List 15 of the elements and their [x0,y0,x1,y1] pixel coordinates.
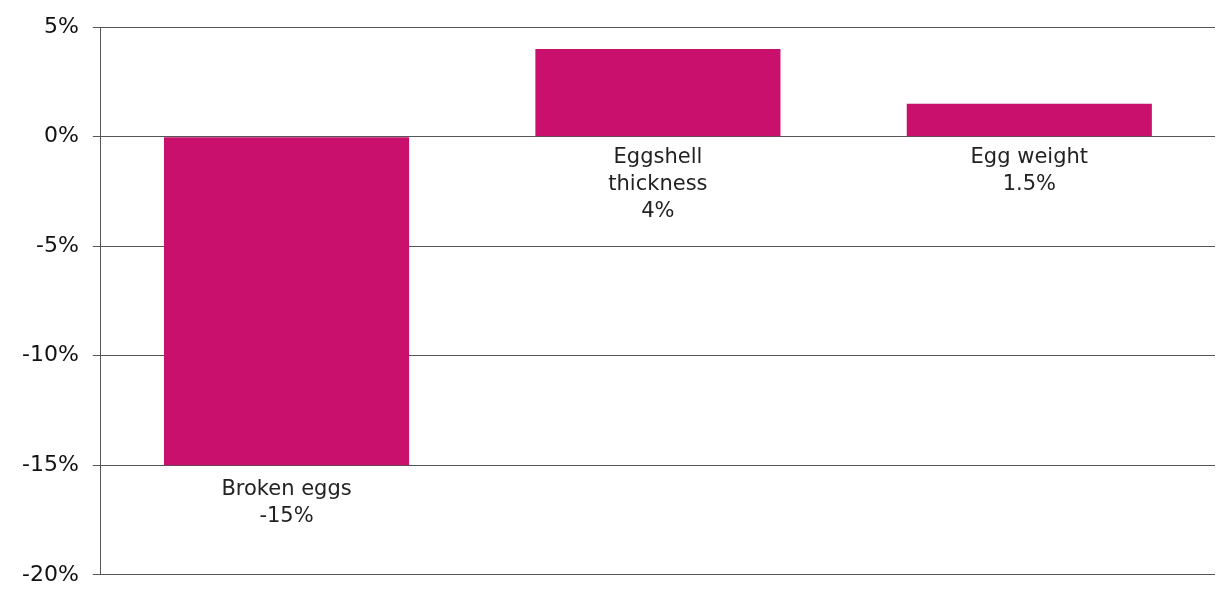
x-tick-label: Broken eggs [221,476,352,501]
bar [535,49,781,137]
data-label: 1.5% [1002,170,1056,195]
y-tick-label: 5% [43,12,79,38]
y-tick-label: 0% [43,122,79,148]
bar [163,137,410,466]
x-tick-label: Eggshell thickness [608,143,708,195]
data-label: 4% [641,197,675,222]
data-label: -15% [259,503,314,528]
y-tick-label: -5% [35,231,79,257]
x-tick-label: Egg weight [970,143,1089,168]
y-tick-label: -15% [21,451,79,476]
y-tick-label: -10% [21,341,79,367]
bar [906,103,1152,137]
y-tick-label: -20% [21,560,79,586]
